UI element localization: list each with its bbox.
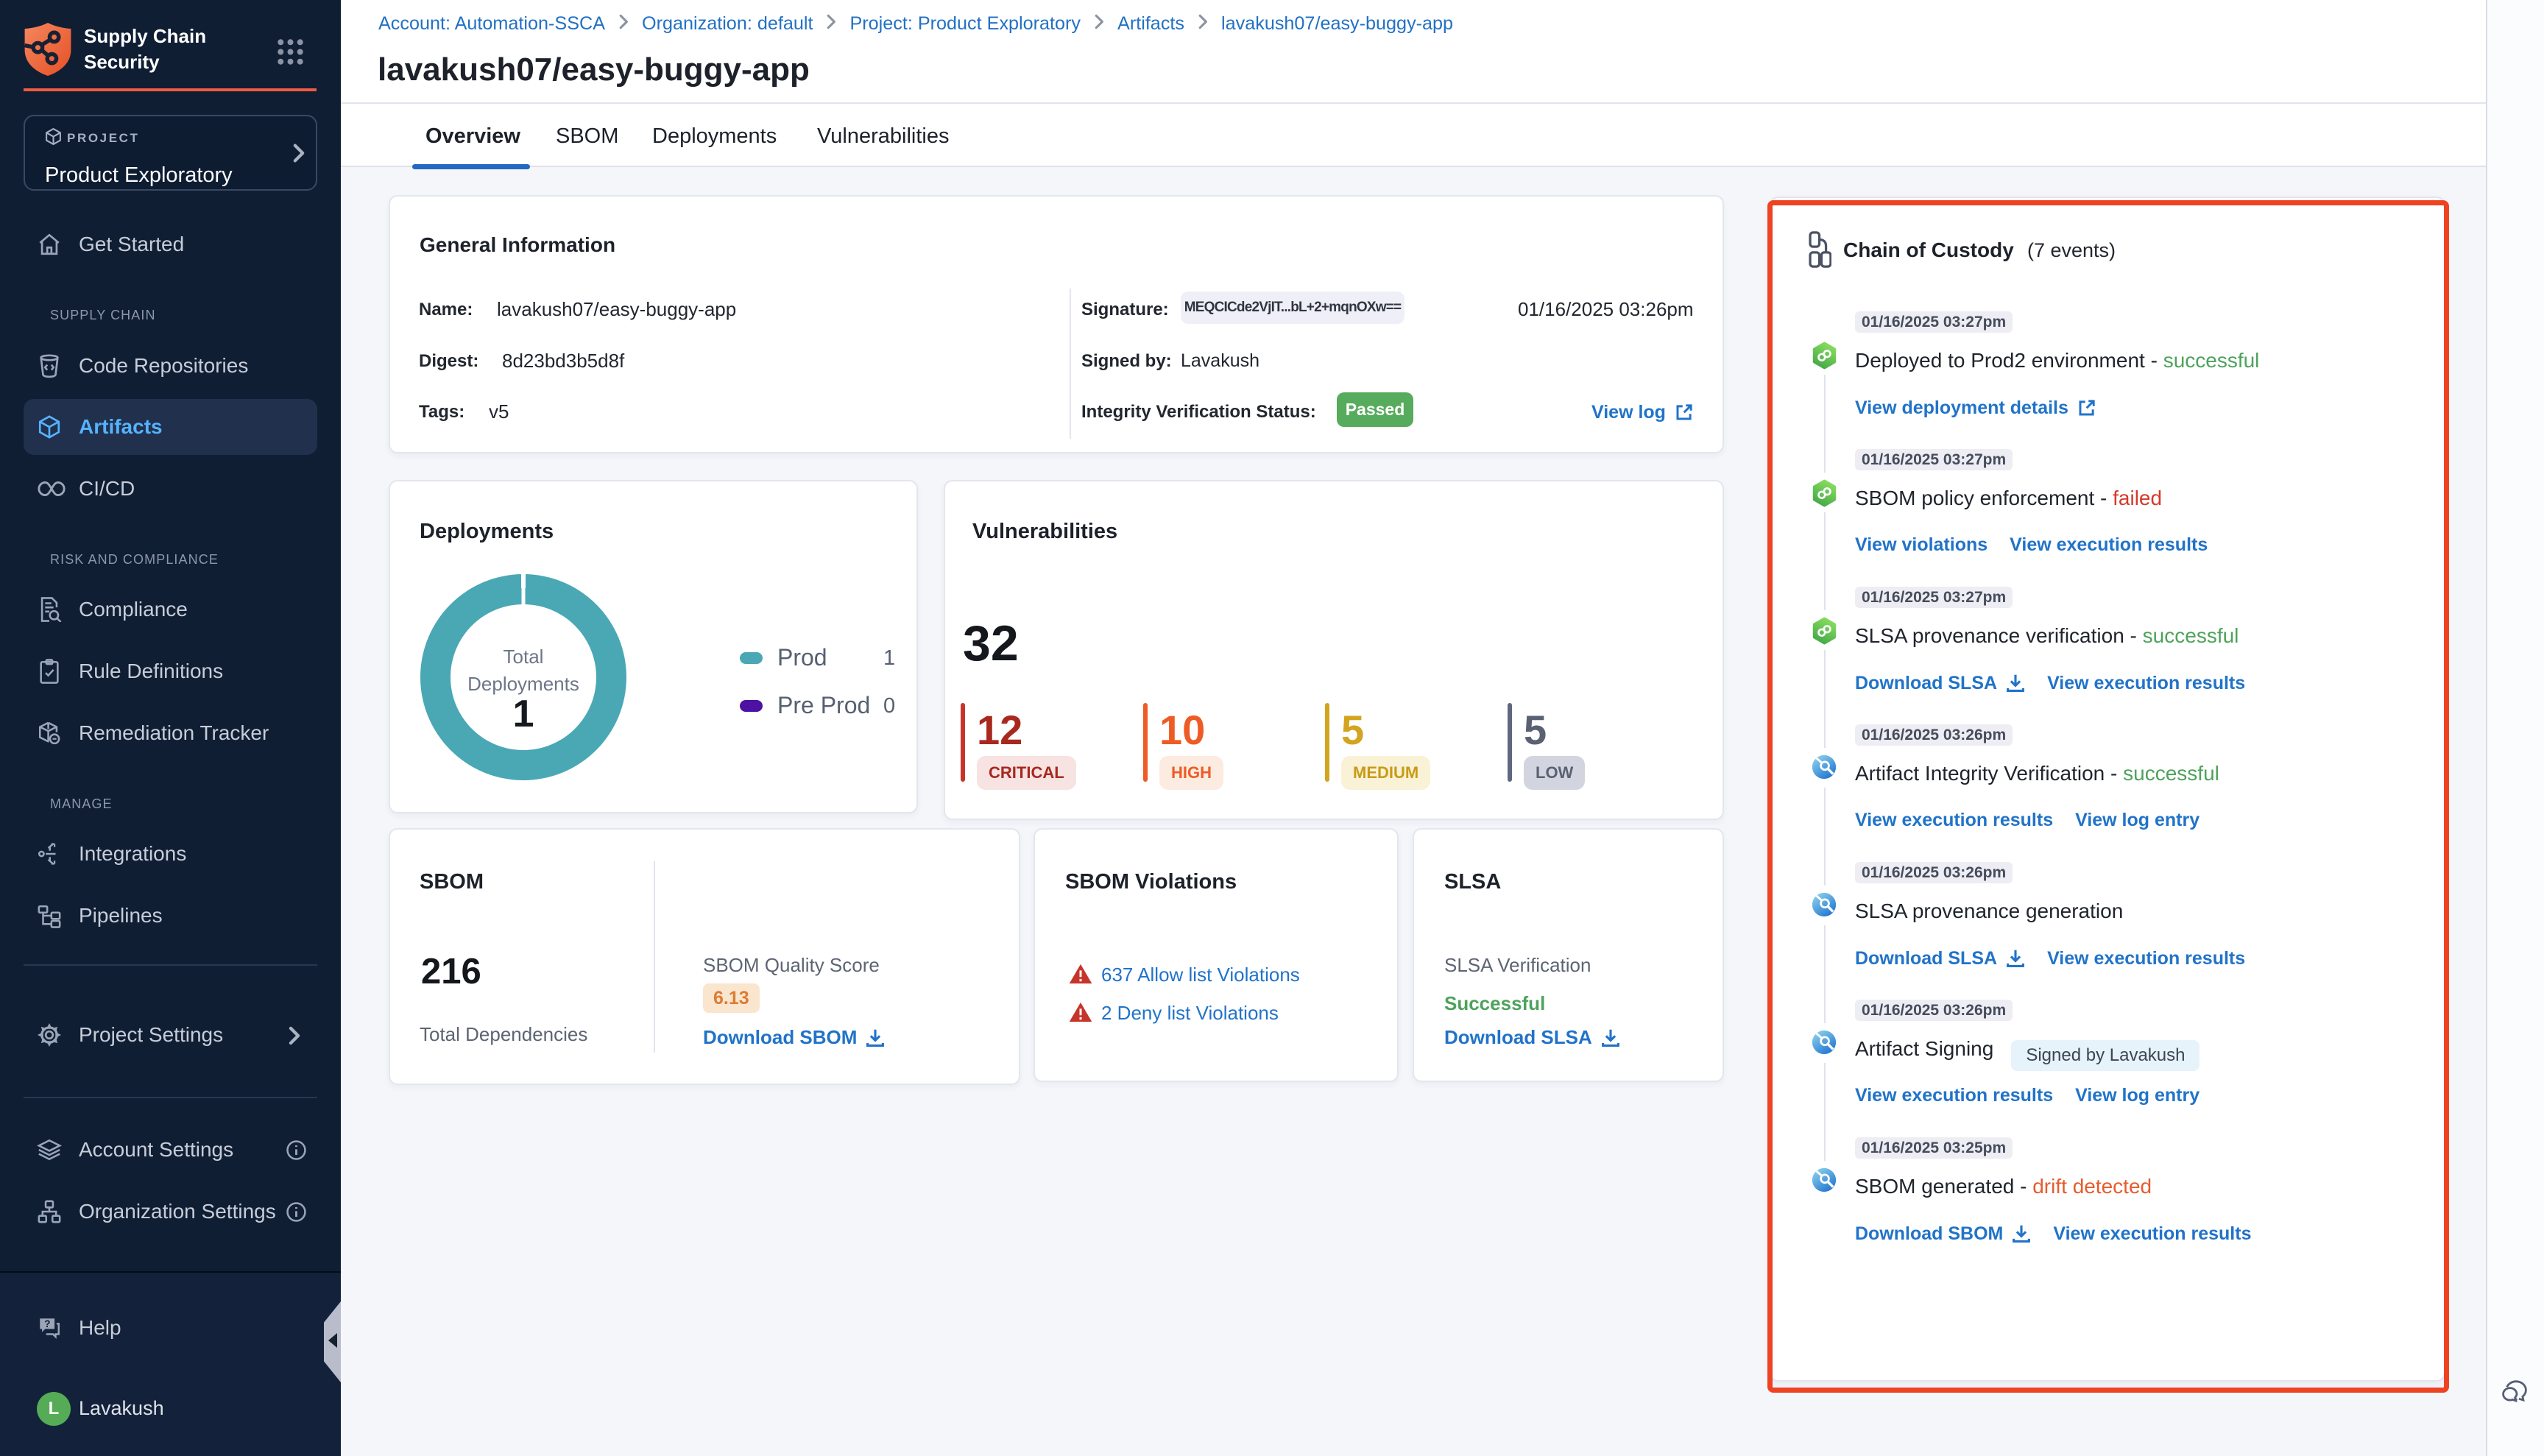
svg-text:?: ? [44, 1318, 50, 1329]
